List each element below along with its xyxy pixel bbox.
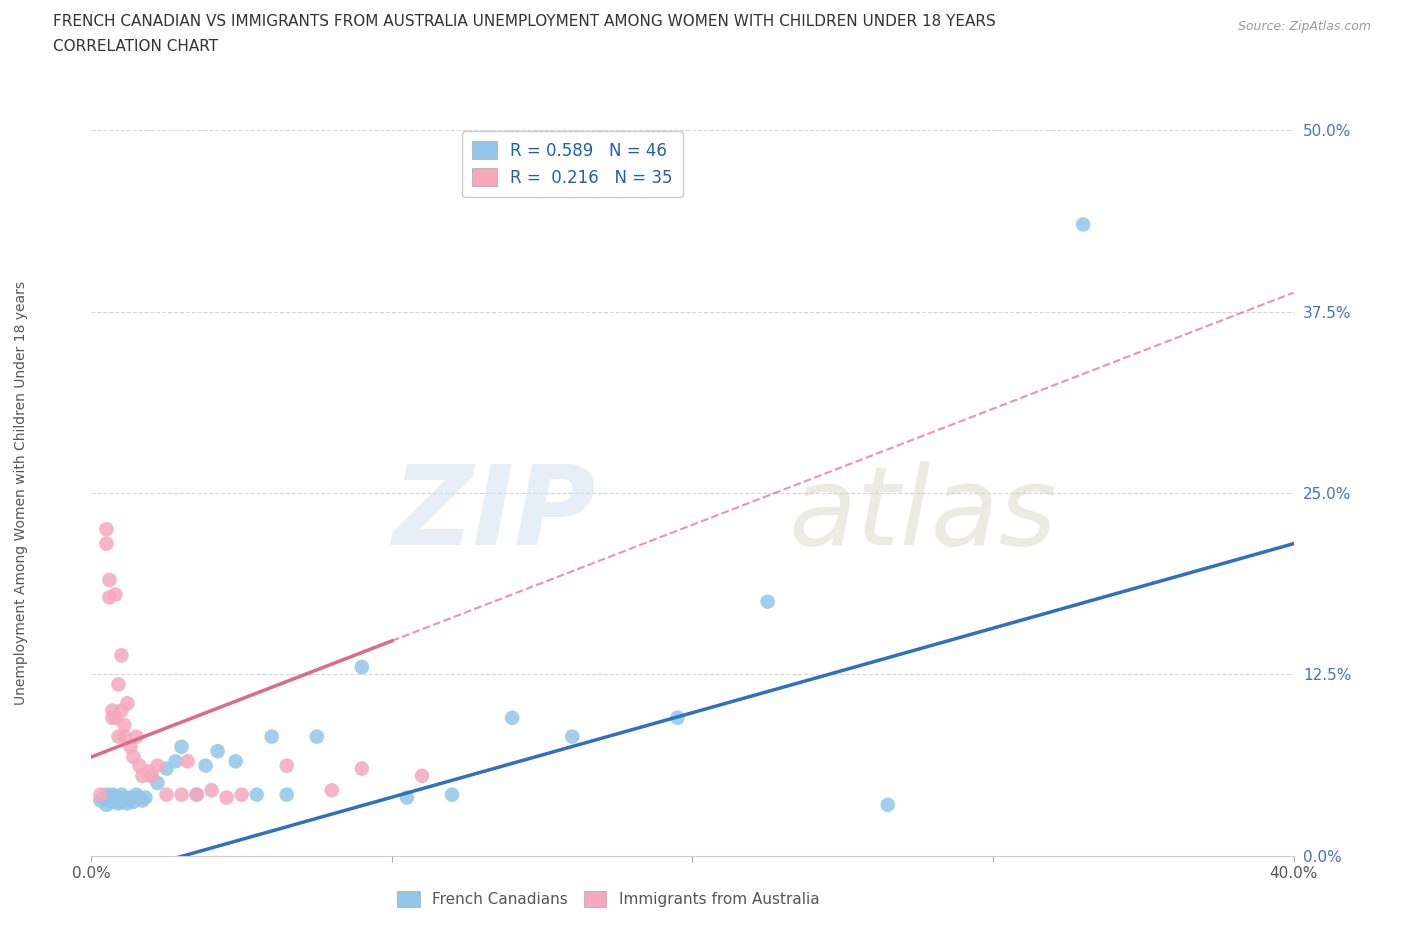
Point bbox=[207, 744, 229, 759]
Point bbox=[176, 754, 198, 769]
Point bbox=[128, 790, 150, 805]
Point bbox=[98, 793, 121, 808]
Point bbox=[98, 573, 121, 588]
Point bbox=[96, 797, 118, 812]
Point bbox=[117, 791, 139, 806]
Point bbox=[110, 648, 132, 663]
Point bbox=[120, 739, 142, 754]
Point bbox=[138, 764, 160, 779]
Point bbox=[96, 522, 118, 537]
Point bbox=[186, 787, 208, 802]
Point bbox=[146, 776, 169, 790]
Point bbox=[215, 790, 238, 805]
Point bbox=[131, 768, 153, 783]
Point bbox=[501, 711, 523, 725]
Point bbox=[98, 590, 121, 604]
Point bbox=[107, 677, 129, 692]
Point bbox=[165, 754, 187, 769]
Point bbox=[350, 761, 373, 776]
Point bbox=[114, 790, 136, 805]
Point bbox=[134, 790, 156, 805]
Point bbox=[104, 711, 127, 725]
Point bbox=[104, 793, 127, 808]
Point bbox=[96, 787, 118, 802]
Point bbox=[128, 758, 150, 773]
Point bbox=[146, 758, 169, 773]
Point bbox=[114, 793, 136, 808]
Point bbox=[110, 703, 132, 718]
Point bbox=[141, 768, 163, 783]
Text: Unemployment Among Women with Children Under 18 years: Unemployment Among Women with Children U… bbox=[14, 281, 28, 705]
Text: atlas: atlas bbox=[789, 461, 1057, 568]
Point bbox=[876, 797, 898, 812]
Point bbox=[101, 703, 124, 718]
Text: FRENCH CANADIAN VS IMMIGRANTS FROM AUSTRALIA UNEMPLOYMENT AMONG WOMEN WITH CHILD: FRENCH CANADIAN VS IMMIGRANTS FROM AUSTR… bbox=[53, 14, 997, 29]
Point bbox=[194, 758, 217, 773]
Point bbox=[107, 729, 129, 744]
Point bbox=[350, 659, 373, 674]
Point bbox=[122, 794, 145, 809]
Point bbox=[101, 711, 124, 725]
Point bbox=[276, 787, 298, 802]
Point bbox=[110, 794, 132, 809]
Point bbox=[125, 729, 148, 744]
Point bbox=[141, 768, 163, 783]
Point bbox=[246, 787, 269, 802]
Point bbox=[89, 793, 111, 808]
Point bbox=[89, 787, 111, 802]
Point bbox=[120, 790, 142, 805]
Point bbox=[170, 739, 193, 754]
Text: CORRELATION CHART: CORRELATION CHART bbox=[53, 39, 218, 54]
Point bbox=[321, 783, 343, 798]
Point bbox=[440, 787, 463, 802]
Point bbox=[104, 587, 127, 602]
Point bbox=[756, 594, 779, 609]
Point bbox=[122, 750, 145, 764]
Point bbox=[186, 787, 208, 802]
Point bbox=[131, 793, 153, 808]
Point bbox=[155, 787, 177, 802]
Text: Source: ZipAtlas.com: Source: ZipAtlas.com bbox=[1237, 20, 1371, 33]
Point bbox=[125, 787, 148, 802]
Point bbox=[155, 761, 177, 776]
Point bbox=[170, 787, 193, 802]
Point bbox=[260, 729, 283, 744]
Point bbox=[411, 768, 433, 783]
Point bbox=[107, 790, 129, 805]
Point bbox=[101, 794, 124, 809]
Point bbox=[561, 729, 583, 744]
Point bbox=[93, 790, 115, 805]
Point bbox=[117, 696, 139, 711]
Point bbox=[231, 787, 253, 802]
Point bbox=[1071, 217, 1094, 232]
Point bbox=[666, 711, 689, 725]
Point bbox=[305, 729, 328, 744]
Point bbox=[104, 789, 127, 804]
Point bbox=[114, 718, 136, 733]
Point bbox=[98, 790, 121, 805]
Point bbox=[225, 754, 247, 769]
Point bbox=[201, 783, 224, 798]
Point bbox=[101, 787, 124, 802]
Point bbox=[96, 537, 118, 551]
Point bbox=[276, 758, 298, 773]
Point bbox=[110, 787, 132, 802]
Point bbox=[107, 796, 129, 811]
Point bbox=[395, 790, 418, 805]
Legend: French Canadians, Immigrants from Australia: French Canadians, Immigrants from Austra… bbox=[391, 885, 825, 913]
Point bbox=[114, 729, 136, 744]
Point bbox=[117, 796, 139, 811]
Text: ZIP: ZIP bbox=[392, 461, 596, 568]
